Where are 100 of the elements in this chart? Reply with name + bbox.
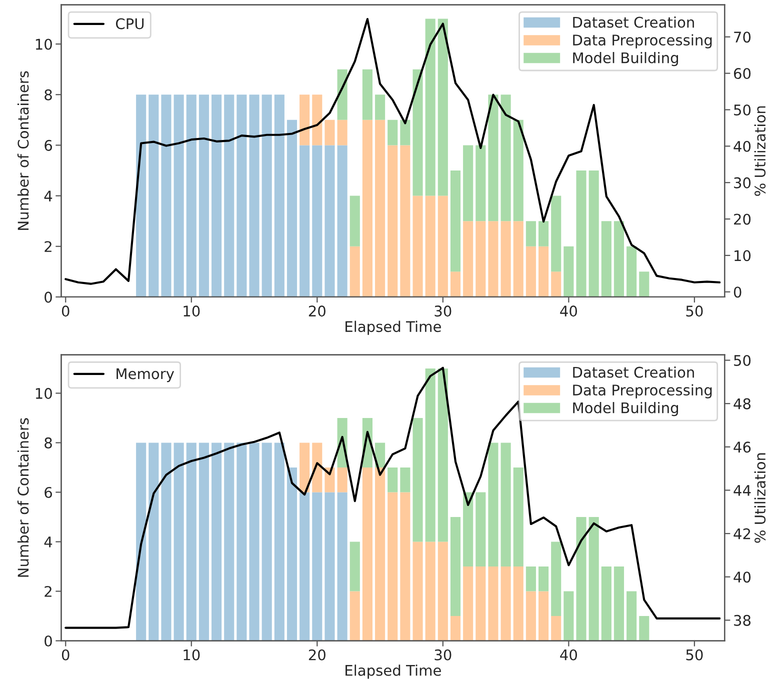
y-tick-label: 2 — [44, 241, 52, 252]
bar — [438, 18, 448, 196]
bar — [236, 94, 247, 297]
bar — [500, 442, 511, 566]
x-tick-label: 30 — [434, 306, 452, 317]
bar — [224, 442, 234, 641]
x-tick-label: 40 — [560, 649, 577, 660]
line-series — [64, 18, 721, 285]
y-tick-label: 4 — [44, 190, 52, 202]
bar — [500, 566, 511, 641]
bar — [463, 492, 474, 566]
y-tick-label: 4 — [44, 536, 52, 548]
bar — [538, 221, 549, 246]
bar — [564, 591, 574, 641]
bar — [400, 145, 410, 297]
x-tick-label: 20 — [308, 649, 326, 660]
bar — [412, 418, 423, 542]
bar — [324, 492, 335, 641]
legend-label: Dataset Creation — [573, 366, 694, 378]
bar — [350, 246, 360, 297]
y2-tick-label: 44 — [734, 485, 751, 496]
bar — [375, 467, 386, 641]
bar — [639, 616, 650, 641]
y-tick-label: 10 — [36, 388, 52, 399]
y2-tick-label: 42 — [734, 528, 750, 540]
bar — [286, 120, 298, 297]
legend-label: Model Building — [573, 52, 678, 66]
bar — [249, 94, 260, 297]
bar — [601, 221, 612, 297]
bar — [576, 170, 586, 297]
bar — [538, 566, 549, 592]
bar — [526, 221, 536, 246]
y2-axis-title: % Utilization — [754, 106, 766, 196]
bar — [425, 196, 436, 297]
bar — [148, 442, 159, 641]
bar — [400, 120, 410, 146]
bar — [412, 196, 423, 297]
bar — [476, 566, 486, 641]
bar — [375, 94, 386, 120]
bar — [136, 442, 146, 641]
bar — [551, 616, 562, 641]
bar — [463, 566, 474, 641]
bar — [538, 591, 549, 641]
bar — [438, 542, 448, 641]
bar — [362, 120, 372, 297]
x-tick-label: 20 — [308, 306, 326, 317]
bar — [362, 69, 372, 120]
bar — [626, 246, 637, 297]
bar — [538, 246, 549, 297]
bar — [375, 442, 386, 468]
bar — [300, 442, 310, 492]
bar — [186, 94, 196, 297]
y2-tick-label: 48 — [734, 398, 751, 410]
bar — [350, 542, 360, 592]
bar — [324, 145, 335, 297]
bar — [564, 246, 574, 297]
legend-label: CPU — [116, 18, 144, 30]
bar — [212, 442, 222, 641]
bar — [400, 492, 410, 641]
y2-tick-label: 10 — [734, 250, 751, 262]
bar — [337, 120, 348, 146]
bar — [588, 170, 599, 297]
bar — [262, 94, 272, 297]
bar — [350, 591, 360, 641]
bar — [174, 442, 184, 641]
bar — [488, 221, 498, 297]
y-tick-label: 10 — [36, 38, 52, 50]
y-axis-title: Number of Containers — [17, 71, 29, 230]
y-tick-label: 0 — [44, 292, 52, 303]
bar — [513, 221, 524, 297]
bar — [614, 221, 624, 297]
y2-tick-label: 30 — [734, 177, 751, 188]
bar — [588, 516, 599, 641]
bar — [476, 221, 486, 297]
bar — [174, 94, 184, 297]
bar — [412, 542, 423, 641]
bar — [161, 94, 172, 297]
bar — [312, 145, 322, 297]
bar — [262, 442, 272, 641]
bar — [148, 94, 159, 297]
bar — [513, 566, 524, 641]
bar — [425, 18, 436, 196]
bar — [463, 221, 474, 297]
bar — [312, 94, 322, 146]
bar — [400, 467, 410, 492]
bar — [300, 145, 310, 297]
y-tick-label: 8 — [44, 89, 52, 100]
bar — [450, 272, 461, 297]
y-tick-label: 0 — [44, 635, 52, 647]
y2-tick-label: 40 — [734, 572, 751, 583]
bar — [136, 94, 146, 297]
bar — [626, 591, 637, 641]
x-tick-label: 50 — [686, 306, 703, 317]
bar — [350, 196, 360, 246]
y2-tick-label: 38 — [734, 614, 751, 626]
bar — [337, 145, 348, 297]
y2-tick-label: 0 — [734, 286, 742, 298]
legend-label: Data Preprocessing — [573, 34, 712, 48]
bar — [388, 467, 398, 492]
y-axis-title: Number of Containers — [17, 418, 29, 577]
